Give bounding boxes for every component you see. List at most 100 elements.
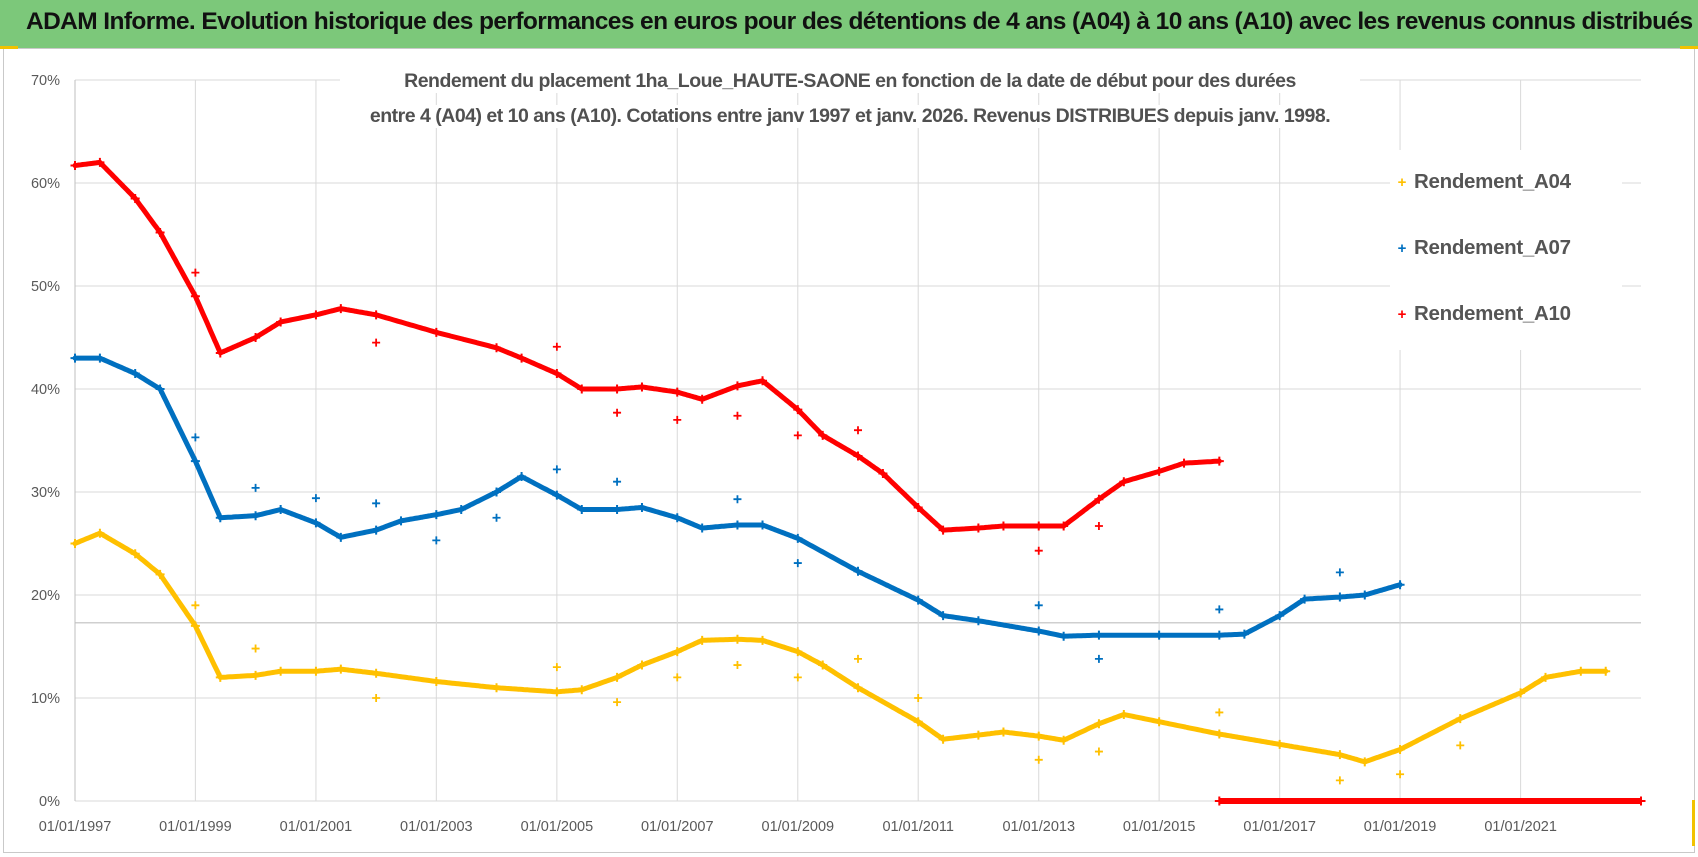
data-point [517,472,527,482]
data-point [913,502,923,512]
data-point [637,660,647,670]
series-band [72,530,1609,765]
x-tick-label: 01/01/1997 [39,819,112,835]
outlier-point [1335,568,1344,577]
series-Rendement_A10 [70,157,1646,806]
data-point [973,616,983,626]
data-point [793,533,803,543]
legend-item-a07: + Rendement_A07 [1390,233,1571,263]
data-point [215,672,225,682]
data-point [130,369,140,379]
outlier-point [1215,708,1224,717]
outlier-point [733,411,742,420]
data-point [396,516,406,526]
data-point [371,525,381,535]
series-layer [70,157,1646,806]
legend-label-a10: Rendement_A10 [1414,302,1571,325]
data-point [70,539,80,548]
outlier-point [1034,755,1043,764]
data-point [1636,796,1646,806]
window-title: ADAM Informe. Evolution historique des p… [26,8,1693,35]
data-point [276,666,286,676]
outlier-point [854,654,862,663]
data-point [697,523,707,533]
outlier-point [372,694,381,702]
data-point [311,518,321,528]
outlier-point [613,408,622,417]
data-point [758,376,768,386]
outlier-point [1094,747,1103,756]
legend-marker-a04: + [1397,173,1407,191]
data-point [70,160,80,170]
data-point [311,666,321,676]
data-point [878,468,888,478]
data-point [276,317,286,327]
corner-mark-right-bottom [1692,800,1695,846]
outlier-point [673,673,682,682]
data-point [1059,521,1069,531]
x-axis-labels: 01/01/1997 01/01/1999 01/01/2001 01/01/2003… [39,819,1557,835]
chart-frame [3,48,1695,853]
data-point [311,310,321,320]
data-point [1541,672,1551,682]
data-point [336,664,346,674]
data-point [1154,466,1164,476]
data-point [853,451,863,461]
outlier-point [372,338,381,347]
x-tick-label: 01/01/2019 [1364,819,1437,835]
data-point [552,369,562,379]
data-point [818,430,828,440]
outlier-point [613,698,622,707]
data-point [155,384,165,394]
data-point [938,611,948,621]
legend-item-a04: + Rendement_A04 [1390,167,1571,197]
x-tick-label: 01/01/2001 [280,819,353,835]
data-point [1360,757,1370,767]
title-banner: ADAM Informe. Evolution historique des p… [0,0,1698,48]
data-point [697,635,707,645]
outlier-point [1215,605,1224,614]
outlier-point [1094,521,1103,530]
data-point [492,683,502,693]
data-point [793,647,803,657]
data-point [853,683,863,693]
data-point [577,384,587,394]
data-point [190,621,200,631]
data-point [552,687,562,697]
data-point [1154,717,1164,727]
data-point [577,685,587,695]
data-point [70,353,80,363]
data-point [1094,630,1104,640]
data-point [431,677,441,687]
y-tick-label: 40% [31,382,60,398]
data-point [1300,594,1310,604]
data-point [1179,458,1189,468]
data-point [456,505,466,515]
data-point [973,730,983,740]
data-point [1275,611,1285,621]
data-point [672,513,682,523]
x-tick-label: 01/01/2013 [1002,819,1075,835]
data-point [1516,688,1526,698]
data-point [1034,731,1044,741]
data-point [492,487,502,497]
data-point [1335,592,1345,602]
data-point [215,348,225,358]
outlier-point [1396,770,1405,779]
data-point [1214,456,1224,466]
data-point [431,510,441,520]
data-point [215,513,225,523]
data-point [1576,666,1586,676]
chart-title-line-2: entre 4 (A04) et 10 ans (A10). Cotations… [340,105,1360,128]
x-tick-label: 01/01/2003 [400,819,473,835]
data-point [637,382,647,392]
x-tick-label: 01/01/2007 [641,819,714,835]
data-point [251,333,261,342]
outlier-point [191,433,200,442]
data-point [95,353,105,363]
data-point [697,394,707,404]
outlier-point [914,694,923,702]
data-point [672,647,682,657]
y-tick-label: 10% [31,691,60,707]
